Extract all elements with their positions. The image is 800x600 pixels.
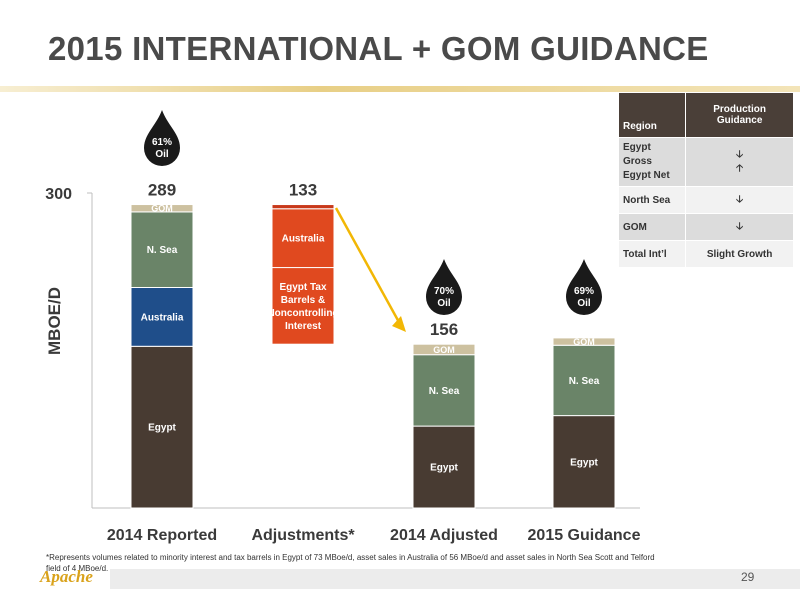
transition-arrowhead (392, 316, 406, 332)
segment-label: GOM (573, 337, 595, 347)
oil-word-label: Oil (437, 298, 451, 309)
apache-logo: Apache (40, 567, 93, 586)
oil-drop-icon (426, 259, 462, 315)
y-tick-label: 300 (45, 186, 72, 203)
segment-label: Australia (282, 234, 325, 245)
table-row: North Sea 🡣 (617, 186, 794, 214)
segment-label: Egypt (430, 463, 458, 474)
region-total-intl: Total Int’l (617, 240, 687, 268)
segment-label: Egypt (148, 423, 176, 434)
segment-label: N. Sea (147, 245, 178, 256)
region-egypt-gross: Egypt Gross (623, 142, 652, 167)
region-gom: GOM (617, 213, 687, 241)
guidance-cell: 🡣 (685, 213, 794, 241)
footer-bar (110, 569, 800, 589)
segment-label: Egypt (570, 457, 598, 468)
oil-percent-label: 61% (152, 137, 172, 148)
bar-segment-2014-reported-gom (130, 204, 194, 213)
bar-segment-2015-guidance-gom (552, 337, 616, 346)
x-tick-label: Adjustments* (251, 527, 355, 544)
bar-total-label: 289 (148, 181, 176, 200)
table-row: Total Int’l Slight Growth (617, 240, 794, 268)
segment-label: N. Sea (429, 386, 460, 397)
down-arrow-icon: 🡣 (736, 220, 744, 232)
bar-total-label: 133 (289, 181, 317, 200)
segment-label: N. Sea (569, 376, 600, 387)
page-title: 2015 INTERNATIONAL + GOM GUIDANCE (48, 30, 709, 67)
bar-total-label: 156 (430, 320, 458, 339)
region-egypt-net: Egypt Net (623, 170, 670, 181)
bar-segment-2015-guidance-n-sea (552, 344, 616, 417)
bar-segment-adjustments-egypt-tax-barrels-noncontrolling-interest (271, 267, 335, 345)
footnote: *Represents volumes related to minority … (46, 553, 655, 573)
header-region: Region (617, 92, 687, 138)
table-row: GOM 🡣 (617, 213, 794, 241)
region-north-sea: North Sea (617, 186, 687, 214)
guidance-cell: 🡣 🡡 (685, 137, 794, 187)
region-cell: Egypt Gross Egypt Net (617, 137, 687, 187)
down-arrow-icon: 🡣 (736, 193, 744, 205)
segment-label: GOM (433, 345, 455, 355)
oil-word-label: Oil (577, 298, 591, 309)
oil-drop-icon (144, 110, 180, 166)
oil-word-label: Oil (155, 149, 169, 160)
bar-segment-adjustments-sliver (271, 204, 335, 210)
down-arrow-icon: 🡣 (736, 149, 744, 160)
production-chart: 300 MBOE/D Egypt Australia N. Sea GOM 289 2014 … (45, 110, 641, 544)
segment-label: Egypt Tax Barrels & Noncontrolling Interest (267, 282, 338, 332)
x-tick-label: 2015 Guidance (528, 527, 641, 544)
segment-label: Australia (141, 312, 184, 323)
oil-drop-icon (566, 259, 602, 315)
guidance-slight-growth: Slight Growth (685, 240, 794, 268)
segment-label: GOM (151, 204, 173, 214)
bar-segment-2014-reported-n-sea (130, 211, 194, 288)
y-axis-label: MBOE/D (45, 287, 64, 355)
transition-arrow (334, 207, 402, 325)
guidance-cell: 🡣 (685, 186, 794, 214)
bar-segment-2014-reported-australia (130, 287, 194, 347)
oil-percent-label: 69% (574, 286, 594, 297)
bar-segment-2014-adjusted-gom (412, 343, 476, 356)
title-underline (0, 86, 800, 92)
page-number: 29 (741, 570, 755, 584)
bar-segment-2014-adjusted-n-sea (412, 354, 476, 427)
x-tick-label: 2014 Reported (107, 527, 217, 544)
x-tick-label: 2014 Adjusted (390, 527, 498, 544)
table-row: Egypt Gross Egypt Net 🡣 🡡 (617, 137, 794, 187)
header-production-guidance: Production Guidance (685, 92, 794, 138)
oil-percent-label: 70% (434, 286, 454, 297)
guidance-table: Region Production Guidance Egypt Gross E… (617, 92, 794, 268)
up-arrow-icon: 🡡 (736, 163, 744, 174)
